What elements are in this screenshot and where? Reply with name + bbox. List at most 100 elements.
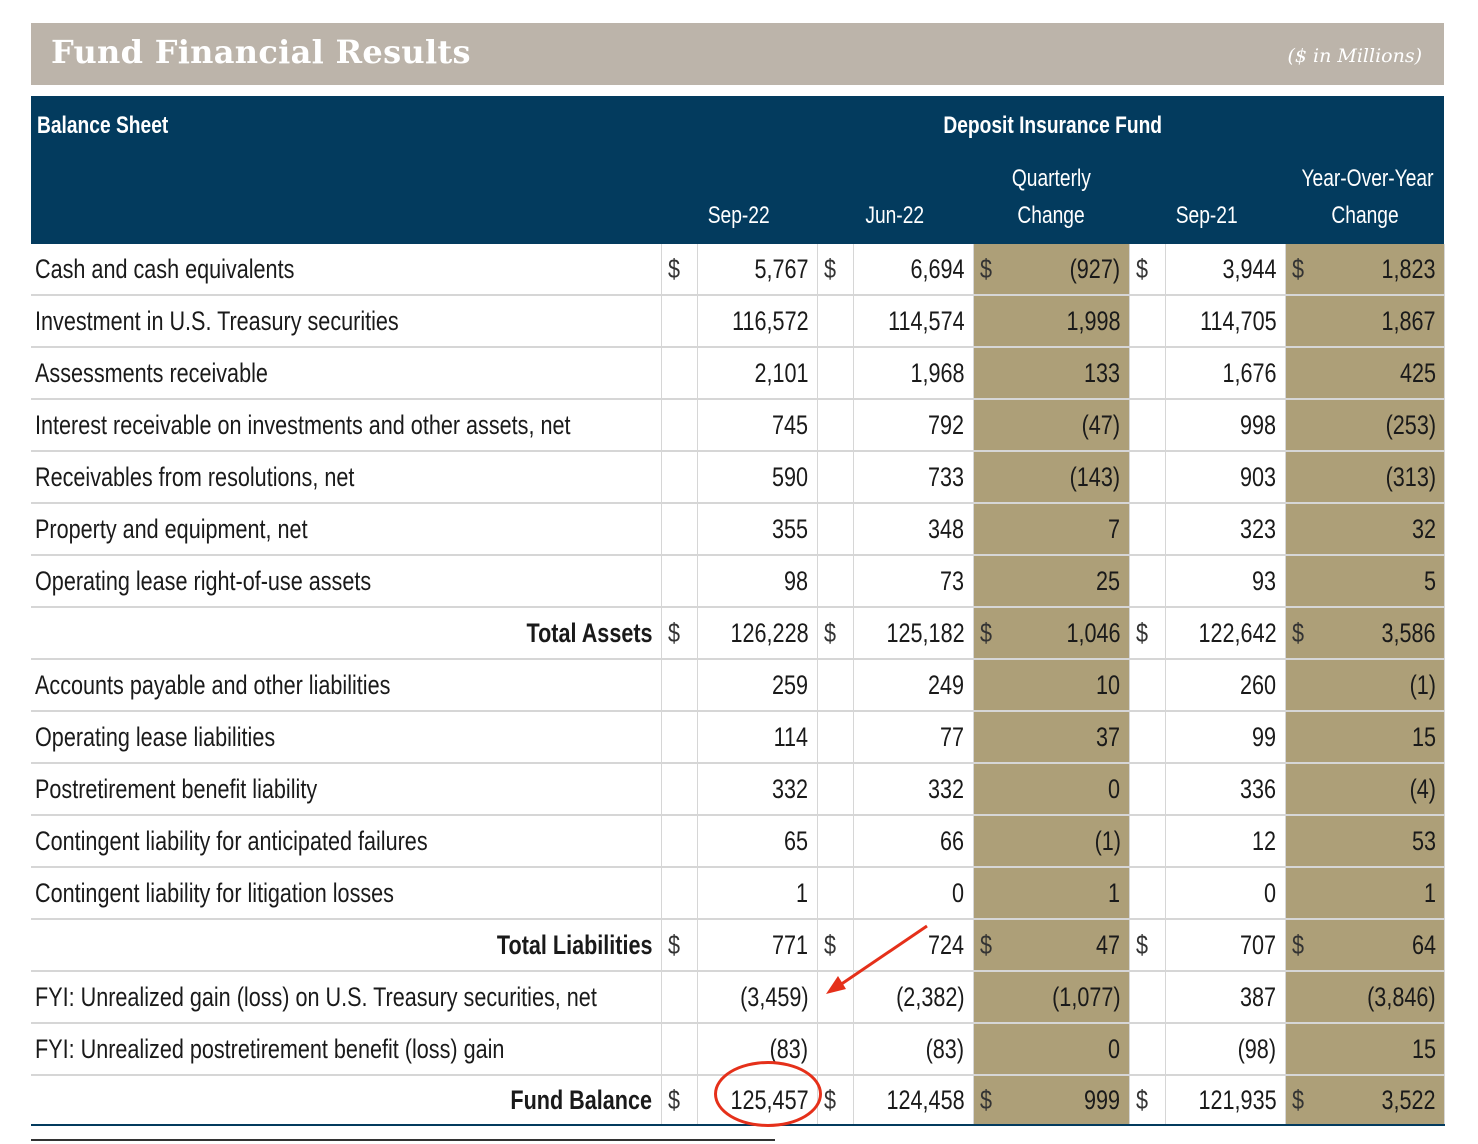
- currency-symbol: [661, 399, 698, 452]
- currency-symbol: [1129, 451, 1166, 504]
- currency-symbol: [817, 867, 854, 920]
- cell-jun22: 66: [853, 815, 974, 868]
- row-label: FYI: Unrealized gain (loss) on U.S. Trea…: [31, 971, 662, 1024]
- currency-symbol: [1285, 867, 1321, 920]
- cell-jun22: 733: [853, 451, 974, 504]
- cell-sep22: 116,572: [697, 295, 818, 348]
- currency-symbol: [817, 1023, 854, 1076]
- cell-sep21: 1,676: [1165, 347, 1286, 400]
- currency-symbol: $: [817, 607, 854, 660]
- currency-symbol: $: [1285, 919, 1321, 972]
- highlight-circle: [714, 1061, 822, 1127]
- row-label: Operating lease right-of-use assets: [31, 555, 662, 608]
- cell-jun22: 114,574: [853, 295, 974, 348]
- currency-symbol: $: [1129, 244, 1166, 296]
- currency-symbol: [1285, 451, 1321, 504]
- currency-symbol: [1129, 347, 1166, 400]
- currency-symbol: [661, 1023, 698, 1076]
- table-row: Contingent liability for litigation loss…: [31, 867, 1445, 920]
- footer-divider: [31, 1139, 775, 1141]
- currency-symbol: [1285, 1023, 1321, 1076]
- table-row: Property and equipment, net 355 348 7 323 32: [31, 503, 1445, 556]
- column-header-jun22: Jun-22: [817, 202, 973, 244]
- cell-sep21: 122,642: [1165, 607, 1286, 660]
- units-note: ($ in Millions): [1287, 45, 1423, 67]
- cell-sep21: 387: [1165, 971, 1286, 1024]
- cell-quarterly-change: 133: [1009, 347, 1130, 400]
- cell-sep21: 99: [1165, 711, 1286, 764]
- row-label: Contingent liability for litigation loss…: [31, 867, 662, 920]
- table-row: FYI: Unrealized gain (loss) on U.S. Trea…: [31, 971, 1445, 1024]
- currency-symbol: $: [1129, 607, 1166, 660]
- table-row: Postretirement benefit liability 332 332 0 3…: [31, 763, 1445, 816]
- cell-yoy-change: 53: [1321, 815, 1445, 868]
- table-row: Accounts payable and other liabilities 25…: [31, 659, 1445, 712]
- row-label: Property and equipment, net: [31, 503, 662, 556]
- currency-symbol: [1285, 815, 1321, 868]
- cell-yoy-change: 1,867: [1321, 295, 1445, 348]
- table-row: Total Assets $126,228 $125,182 $1,046 $122,6…: [31, 607, 1445, 660]
- currency-symbol: [1129, 867, 1166, 920]
- currency-symbol: $: [973, 1075, 1009, 1126]
- currency-symbol: $: [817, 1075, 854, 1126]
- quarterly-change-header-bottom: Change: [973, 202, 1129, 244]
- cell-sep22: 98: [697, 555, 818, 608]
- row-label: Receivables from resolutions, net: [31, 451, 662, 504]
- row-label: Total Assets: [31, 607, 662, 660]
- cell-sep21: 260: [1165, 659, 1286, 712]
- cell-sep22: 114: [697, 711, 818, 764]
- cell-yoy-change: 64: [1321, 919, 1445, 972]
- table-row: Assessments receivable 2,101 1,968 133 1,676…: [31, 347, 1445, 400]
- currency-symbol: [817, 399, 854, 452]
- cell-sep21: 93: [1165, 555, 1286, 608]
- currency-symbol: [661, 503, 698, 556]
- currency-symbol: $: [973, 244, 1009, 296]
- currency-symbol: [973, 763, 1009, 816]
- cell-jun22: 249: [853, 659, 974, 712]
- table-row: Investment in U.S. Treasury securities 11…: [31, 295, 1445, 348]
- cell-sep22: 65: [697, 815, 818, 868]
- cell-quarterly-change: (143): [1009, 451, 1130, 504]
- currency-symbol: [1285, 295, 1321, 348]
- currency-symbol: [973, 815, 1009, 868]
- cell-quarterly-change: 47: [1009, 919, 1130, 972]
- currency-symbol: [1129, 711, 1166, 764]
- row-label: Interest receivable on investments and o…: [31, 399, 662, 452]
- currency-symbol: [1285, 763, 1321, 816]
- cell-yoy-change: (313): [1321, 451, 1445, 504]
- cell-sep22: 745: [697, 399, 818, 452]
- row-label: Assessments receivable: [31, 347, 662, 400]
- currency-symbol: [1285, 971, 1321, 1024]
- currency-symbol: [1129, 659, 1166, 712]
- cell-jun22: (2,382): [853, 971, 974, 1024]
- cell-sep21: 12: [1165, 815, 1286, 868]
- cell-jun22: 1,968: [853, 347, 974, 400]
- cell-sep22: 1: [697, 867, 818, 920]
- currency-symbol: $: [1285, 1075, 1321, 1126]
- currency-symbol: [661, 763, 698, 816]
- currency-symbol: [661, 971, 698, 1024]
- cell-yoy-change: 32: [1321, 503, 1445, 556]
- cell-quarterly-change: 999: [1009, 1075, 1130, 1126]
- cell-sep21: 3,944: [1165, 244, 1286, 296]
- cell-quarterly-change: 1: [1009, 867, 1130, 920]
- currency-symbol: [973, 347, 1009, 400]
- column-header-sep21: Sep-21: [1129, 202, 1285, 244]
- cell-sep22: 590: [697, 451, 818, 504]
- cell-yoy-change: 1,823: [1321, 244, 1445, 296]
- currency-symbol: [973, 1023, 1009, 1076]
- currency-symbol: $: [817, 919, 854, 972]
- currency-symbol: [661, 711, 698, 764]
- cell-quarterly-change: (927): [1009, 244, 1130, 296]
- currency-symbol: [1285, 399, 1321, 452]
- yoy-change-header-bottom: Change: [1285, 202, 1445, 244]
- currency-symbol: $: [661, 244, 698, 296]
- cell-quarterly-change: 7: [1009, 503, 1130, 556]
- cell-sep22: 2,101: [697, 347, 818, 400]
- cell-jun22: 792: [853, 399, 974, 452]
- cell-quarterly-change: 1,046: [1009, 607, 1130, 660]
- cell-quarterly-change: (47): [1009, 399, 1130, 452]
- table-row: Receivables from resolutions, net 590 733 (…: [31, 451, 1445, 504]
- section-label: Balance Sheet: [31, 96, 661, 156]
- currency-symbol: [973, 295, 1009, 348]
